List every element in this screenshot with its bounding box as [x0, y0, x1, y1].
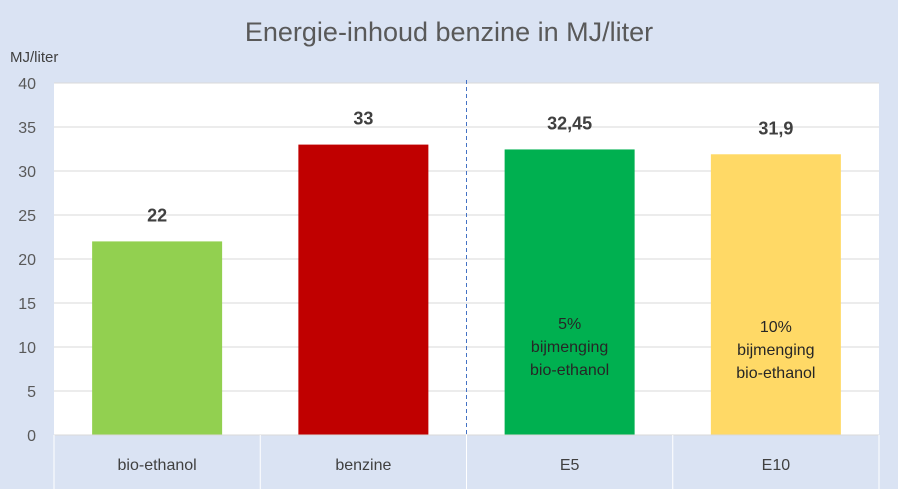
- y-tick-label: 5: [27, 384, 36, 401]
- annotation-line: bio-ethanol: [530, 362, 609, 379]
- y-tick-label: 10: [18, 340, 36, 357]
- y-tick-label: 40: [18, 76, 36, 93]
- bar-annotation: 10% bijmenging bio-ethanol: [736, 319, 815, 382]
- y-axis-ticks: 0 5 10 15 20 25 30 35 40: [18, 76, 36, 445]
- data-label: 33: [353, 109, 373, 129]
- y-axis-unit-label: MJ/liter: [10, 49, 58, 66]
- bar: [710, 154, 841, 435]
- y-tick-label: 0: [27, 428, 36, 445]
- data-label: 22: [147, 205, 167, 225]
- y-tick-label: 15: [18, 296, 36, 313]
- bars: [92, 144, 841, 435]
- x-category-label: E10: [762, 457, 791, 474]
- y-tick-label: 25: [18, 208, 36, 225]
- annotation-line: bijmenging: [531, 339, 608, 356]
- y-tick-label: 35: [18, 120, 36, 137]
- annotation-line: bijmenging: [737, 342, 814, 359]
- x-category-label: E5: [560, 457, 580, 474]
- x-category-label: benzine: [335, 457, 391, 474]
- chart-title: Energie-inhoud benzine in MJ/liter: [245, 17, 653, 47]
- data-label: 31,9: [758, 118, 793, 138]
- x-category-label: bio-ethanol: [118, 457, 197, 474]
- data-labels: 22 33 32,45 31,9: [147, 109, 793, 226]
- y-tick-label: 30: [18, 164, 36, 181]
- bar: [298, 144, 429, 435]
- annotation-line: 5%: [558, 316, 581, 333]
- annotation-line: bio-ethanol: [736, 365, 815, 382]
- bar-annotations: 5% bijmenging bio-ethanol 10% bijmenging bio-…: [530, 316, 815, 382]
- bar-annotation: 5% bijmenging bio-ethanol: [530, 316, 609, 379]
- y-tick-label: 20: [18, 252, 36, 269]
- data-label: 32,45: [547, 113, 592, 133]
- annotation-line: 10%: [760, 319, 792, 336]
- bar: [504, 149, 635, 435]
- x-axis-category-table: bio-ethanol benzine E5 E10: [53, 434, 880, 489]
- bar: [92, 241, 223, 435]
